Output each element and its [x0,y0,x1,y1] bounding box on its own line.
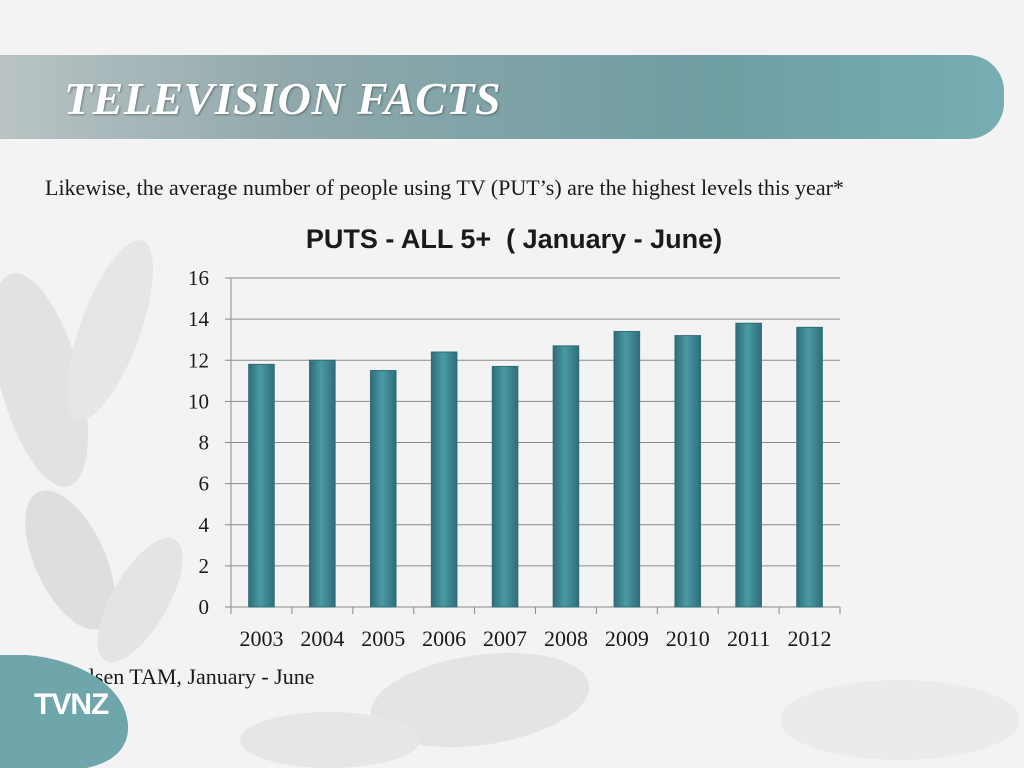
y-tick-label: 2 [199,554,210,578]
bars [248,322,823,608]
bar-2011 [735,322,762,608]
slide-title: TELEVISION FACTS [64,73,502,124]
y-tick-label: 16 [188,266,209,290]
y-tick-label: 6 [199,472,210,496]
chart-title: PUTS - ALL 5+ ( January - June) [306,224,722,254]
x-tick-label: 2010 [666,626,710,651]
x-tick-label: 2009 [605,626,649,651]
bar-2004 [309,359,336,608]
y-tick-label: 10 [188,389,209,413]
bar-2006 [430,351,458,608]
x-tick-label: 2008 [544,626,588,651]
bar-2005 [369,370,397,608]
intro-text: Likewise, the average number of people u… [45,175,844,200]
tvnz-logo: TVNZ [34,688,109,721]
x-tick-label: 2004 [300,626,344,651]
y-tick-label: 0 [199,595,210,619]
y-tick-label: 12 [188,348,209,372]
x-tick-label: 2012 [788,626,832,651]
x-axis-tick-labels: 2003 2004 2005 2006 2007 2008 2009 2010 2011 2012 [239,626,831,651]
title-banner [0,55,1004,139]
bar-2010 [674,335,702,608]
x-tick-label: 2006 [422,626,466,651]
y-axis-tick-labels: 0 2 4 6 8 10 12 14 16 [188,266,210,619]
y-tick-label: 8 [199,431,210,455]
bar-2003 [248,363,275,608]
x-tick-label: 2003 [239,626,283,651]
x-tick-label: 2007 [483,626,527,651]
tvnz-logo-blob [0,655,129,768]
bar-2009 [613,330,641,608]
y-tick-label: 14 [188,307,210,331]
bar-2012 [796,326,823,608]
x-tick-label: 2011 [727,626,770,651]
bar-2008 [552,345,580,608]
bar-2007 [491,365,519,608]
x-tick-label: 2005 [361,626,405,651]
y-tick-label: 4 [199,513,210,537]
